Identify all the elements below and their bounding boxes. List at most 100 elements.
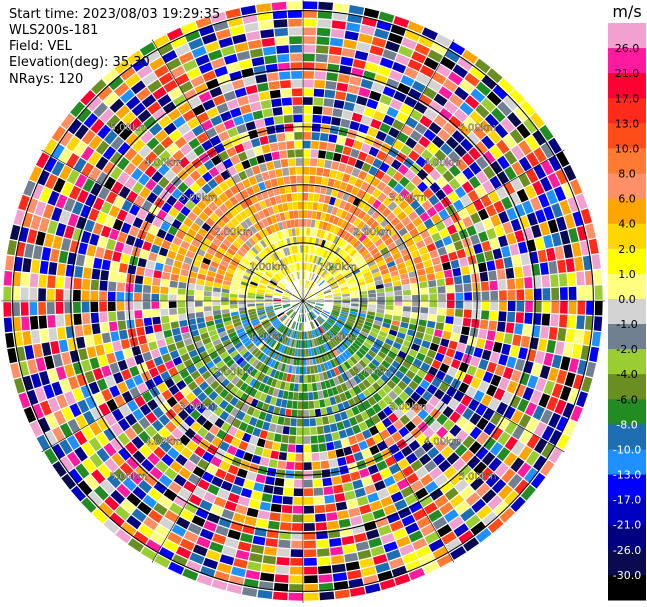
velocity-gate [516,188,529,203]
velocity-gate [429,307,437,315]
velocity-gate [489,175,502,189]
velocity-gate [453,275,463,285]
velocity-gate [478,329,488,339]
velocity-gate [340,56,354,67]
velocity-gate [413,143,426,155]
velocity-gate [492,341,503,353]
velocity-gate [351,186,360,196]
velocity-gate [466,132,480,146]
velocity-gate [341,288,349,293]
velocity-gate [442,235,453,246]
velocity-gate [593,269,603,285]
velocity-gate [325,151,334,160]
velocity-gate [346,234,355,243]
velocity-gate [390,270,399,277]
velocity-gate [423,57,439,71]
velocity-gate [310,149,319,158]
velocity-gate [498,78,514,94]
velocity-gate [344,244,352,252]
colorbar-tick-label: 4.0 [618,218,636,231]
velocity-gate [351,67,364,78]
velocity-gate [420,307,429,314]
velocity-gate [360,181,370,192]
velocity-gate [326,223,332,232]
velocity-gate [377,203,387,214]
velocity-gate [425,266,435,275]
velocity-gate [338,263,347,271]
velocity-gate [317,19,332,28]
velocity-gate [326,276,334,283]
velocity-gate [516,289,525,301]
velocity-gate [427,320,436,329]
velocity-gate [358,233,367,242]
velocity-gate [305,291,311,298]
velocity-gate [507,311,516,323]
velocity-gate [407,21,424,34]
velocity-gate [493,200,505,214]
velocity-gate [333,301,342,303]
velocity-gate [303,149,311,158]
velocity-gate [351,252,360,260]
velocity-gate [402,311,411,318]
velocity-gate [446,308,455,317]
velocity-gate [312,106,323,115]
velocity-gate [323,98,334,107]
velocity-gate [331,161,340,171]
velocity-gate [326,262,333,271]
velocity-gate [348,175,358,186]
velocity-gate [462,317,472,327]
velocity-gate [533,301,542,313]
velocity-gate [340,286,349,291]
velocity-gate [348,215,357,224]
velocity-gate [305,245,309,253]
velocity-gate [308,193,314,201]
velocity-gate [303,201,308,210]
velocity-gate [320,248,326,257]
velocity-gate [332,11,348,21]
velocity-gate [388,190,399,201]
velocity-gate [530,196,542,211]
velocity-gate [429,169,441,181]
velocity-gate [376,288,385,293]
velocity-gate [448,164,461,177]
velocity-gate [333,226,340,235]
velocity-gate [567,272,577,286]
velocity-gate [365,62,379,73]
velocity-gate [437,308,446,316]
velocity-gate [342,268,350,275]
velocity-gate [437,246,447,256]
velocity-gate [476,338,486,349]
velocity-gate [459,334,469,345]
velocity-gate [446,293,455,301]
velocity-gate [385,309,394,315]
velocity-gate [333,299,342,301]
velocity-gate [456,248,467,259]
velocity-gate [324,294,333,298]
velocity-gate [365,154,376,165]
velocity-gate [363,107,376,118]
velocity-gate [368,304,377,309]
colorbar-tick-label: -8.0 [616,418,637,431]
velocity-gate [429,249,439,259]
velocity-gate [404,193,416,205]
velocity-gate [423,129,437,142]
velocity-gate [311,255,315,263]
velocity-gate [496,269,506,280]
velocity-gate [339,281,347,287]
velocity-gate [402,284,411,291]
velocity-gate [412,233,423,243]
velocity-gate [467,190,480,203]
velocity-gate [454,144,467,158]
velocity-gate [312,202,319,211]
velocity-gate [483,165,496,180]
velocity-gate [540,159,554,176]
velocity-gate [310,219,316,228]
velocity-gate [350,289,358,294]
velocity-gate [452,64,468,79]
velocity-gate [332,216,340,225]
velocity-gate [448,115,462,129]
velocity-gate [309,254,313,263]
velocity-gate [392,139,404,151]
velocity-gate [373,110,386,122]
velocity-gate [366,98,379,110]
